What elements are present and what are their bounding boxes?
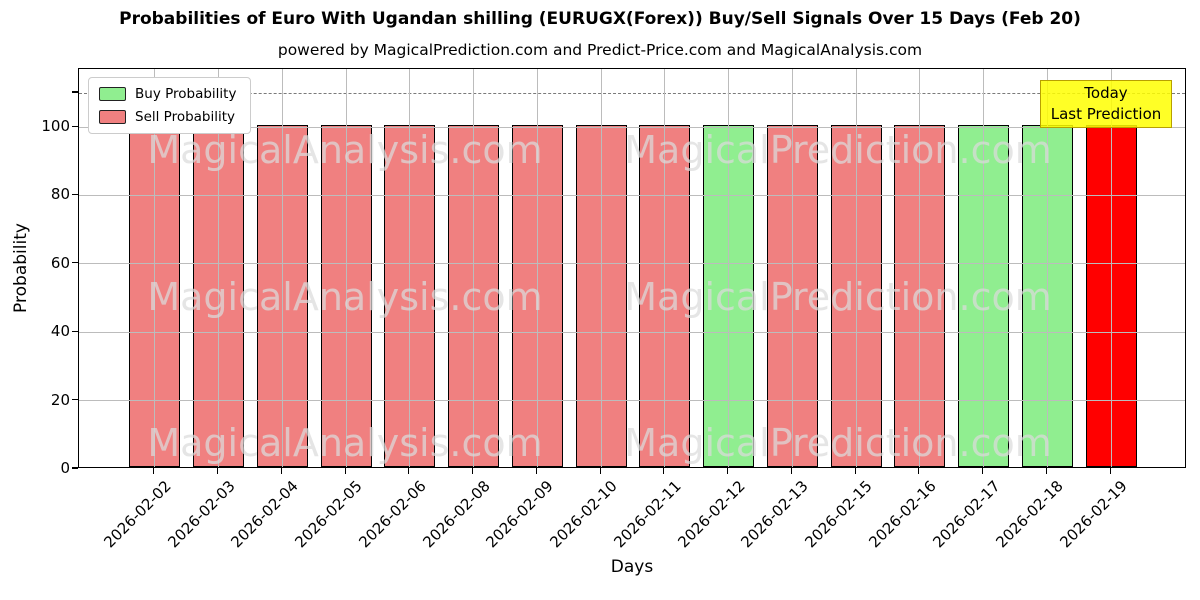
x-tick-mark [535,468,537,474]
y-tick-mark [72,467,78,469]
y-tick-label: 100 [41,117,70,136]
x-tick-mark [790,468,792,474]
x-tick-mark [1109,468,1111,474]
y-tick-label: 0 [60,459,70,477]
x-gridline [791,69,793,467]
x-gridline [473,69,475,467]
x-gridline [154,69,156,467]
x-gridline [728,69,730,467]
y-minor-tick-mark [72,91,78,93]
threshold-dashed-line [79,92,1185,94]
y-gridline [79,400,1185,402]
buy-swatch-icon [99,87,126,101]
today-annotation-line2: Last Prediction [1050,105,1162,123]
today-annotation-line1: Today [1084,84,1128,102]
watermark-text: MagicalPrediction.com [624,421,1052,465]
x-tick-mark [344,468,346,474]
x-tick-mark [153,468,155,474]
x-tick-mark [982,468,984,474]
chart-title: Probabilities of Euro With Ugandan shill… [119,9,1081,29]
x-tick-mark [727,468,729,474]
x-tick-mark [599,468,601,474]
legend-item-buy: Buy Probability [99,86,236,102]
sell-swatch-icon [99,110,126,124]
x-gridline [218,69,220,467]
y-tick-label: 40 [50,322,70,341]
y-tick-mark [72,125,78,127]
legend-label-sell: Sell Probability [135,109,236,125]
y-gridline [79,263,1185,265]
y-tick-label: 60 [50,253,70,272]
y-tick-mark [72,330,78,332]
x-gridline [536,69,538,467]
legend-label-buy: Buy Probability [135,86,237,102]
y-tick-label: 20 [50,390,70,409]
x-tick-mark [408,468,410,474]
today-annotation-box: Today Last Prediction [1040,80,1172,128]
x-tick-mark [280,468,282,474]
watermark-text: MagicalAnalysis.com [147,275,543,319]
x-gridline [345,69,347,467]
x-gridline [1046,69,1048,467]
x-axis-label: Days [610,557,654,577]
x-gridline [983,69,985,467]
x-tick-mark [217,468,219,474]
x-gridline [281,69,283,467]
x-gridline [919,69,921,467]
y-tick-mark [72,193,78,196]
y-tick-mark [72,262,78,264]
y-tick-mark [72,399,78,401]
chart-subtitle: powered by MagicalPrediction.com and Pre… [277,41,923,59]
watermark-text: MagicalAnalysis.com [147,421,543,465]
x-tick-mark [663,468,665,474]
x-gridline [1110,69,1112,467]
x-tick-mark [472,468,474,474]
watermark-text: MagicalAnalysis.com [147,128,543,172]
x-tick-mark [854,468,856,474]
x-gridline [409,69,411,467]
watermark-text: MagicalPrediction.com [624,128,1052,172]
x-tick-mark [918,468,920,474]
y-tick-label: 80 [50,185,70,204]
y-gridline [79,331,1185,333]
y-gridline [79,194,1185,196]
x-gridline [600,69,602,467]
x-gridline [664,69,666,467]
y-gridline [79,126,1185,128]
x-gridline [855,69,857,467]
x-tick-mark [1045,468,1047,474]
chart-legend: Buy Probability Sell Probability [88,77,252,134]
legend-item-sell: Sell Probability [99,109,236,125]
watermark-text: MagicalPrediction.com [624,275,1052,319]
plot-area [78,68,1186,468]
